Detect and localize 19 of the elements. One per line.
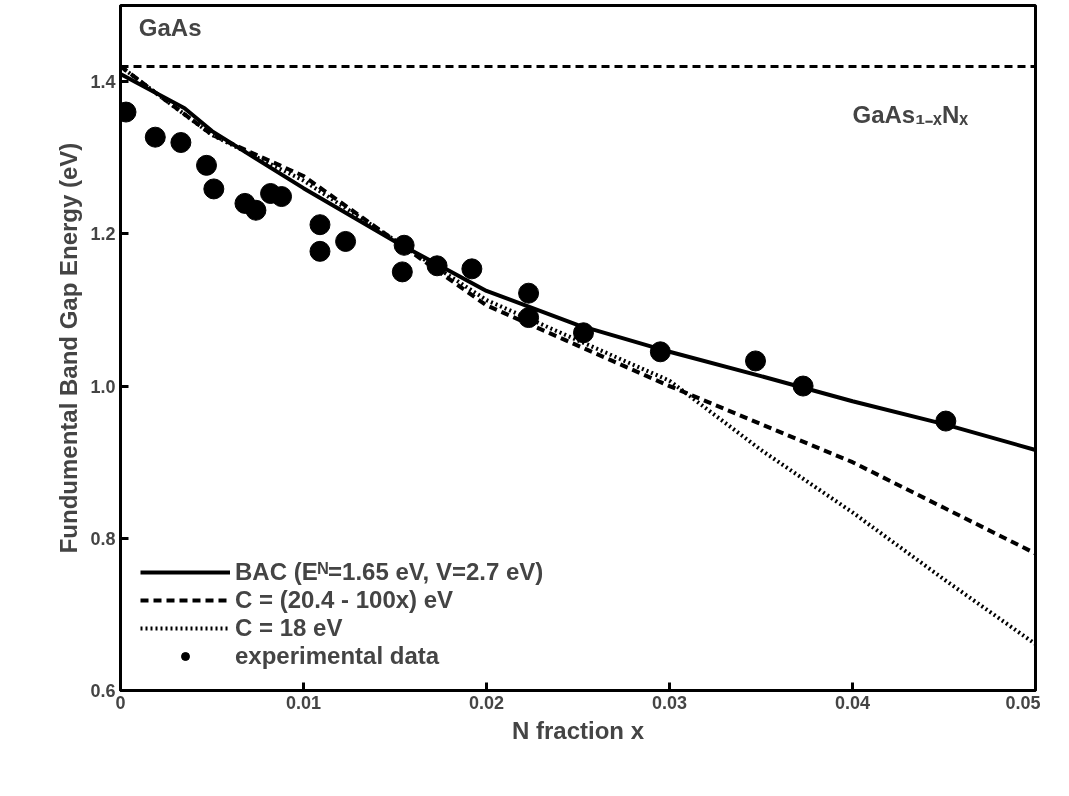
x-tick-label: 0.05 — [1005, 692, 1041, 713]
legend-label: C = (20.4 - 100x) eV — [235, 586, 454, 614]
legend-label: BAC (Eᴺ=1.65 eV, V=2.7 eV) — [235, 558, 544, 586]
legend-label: C = 18 eV — [235, 614, 343, 642]
annotation: GaAs₁₋ₓNₓ — [852, 101, 969, 129]
x-axis-title: N fraction x — [511, 716, 645, 744]
legend-label: experimental data — [235, 642, 440, 670]
y-tick-label: 0.6 — [90, 681, 116, 701]
y-tick-label: 1.4 — [90, 72, 116, 93]
x-tick-label: 0 — [115, 692, 126, 713]
y-tick-label: 1.2 — [90, 224, 116, 245]
x-tick-label: 0.03 — [651, 692, 688, 713]
x-tick-label: 0.02 — [468, 692, 505, 713]
y-tick-label: 1.0 — [90, 376, 116, 397]
y-tick-label: 0.8 — [90, 528, 116, 549]
x-tick-label: 0.04 — [834, 692, 871, 713]
annotation: GaAs — [138, 13, 202, 41]
x-tick-label: 0.01 — [285, 692, 322, 713]
y-axis-title: Fundumental Band Gap Energy (eV) — [55, 142, 83, 554]
